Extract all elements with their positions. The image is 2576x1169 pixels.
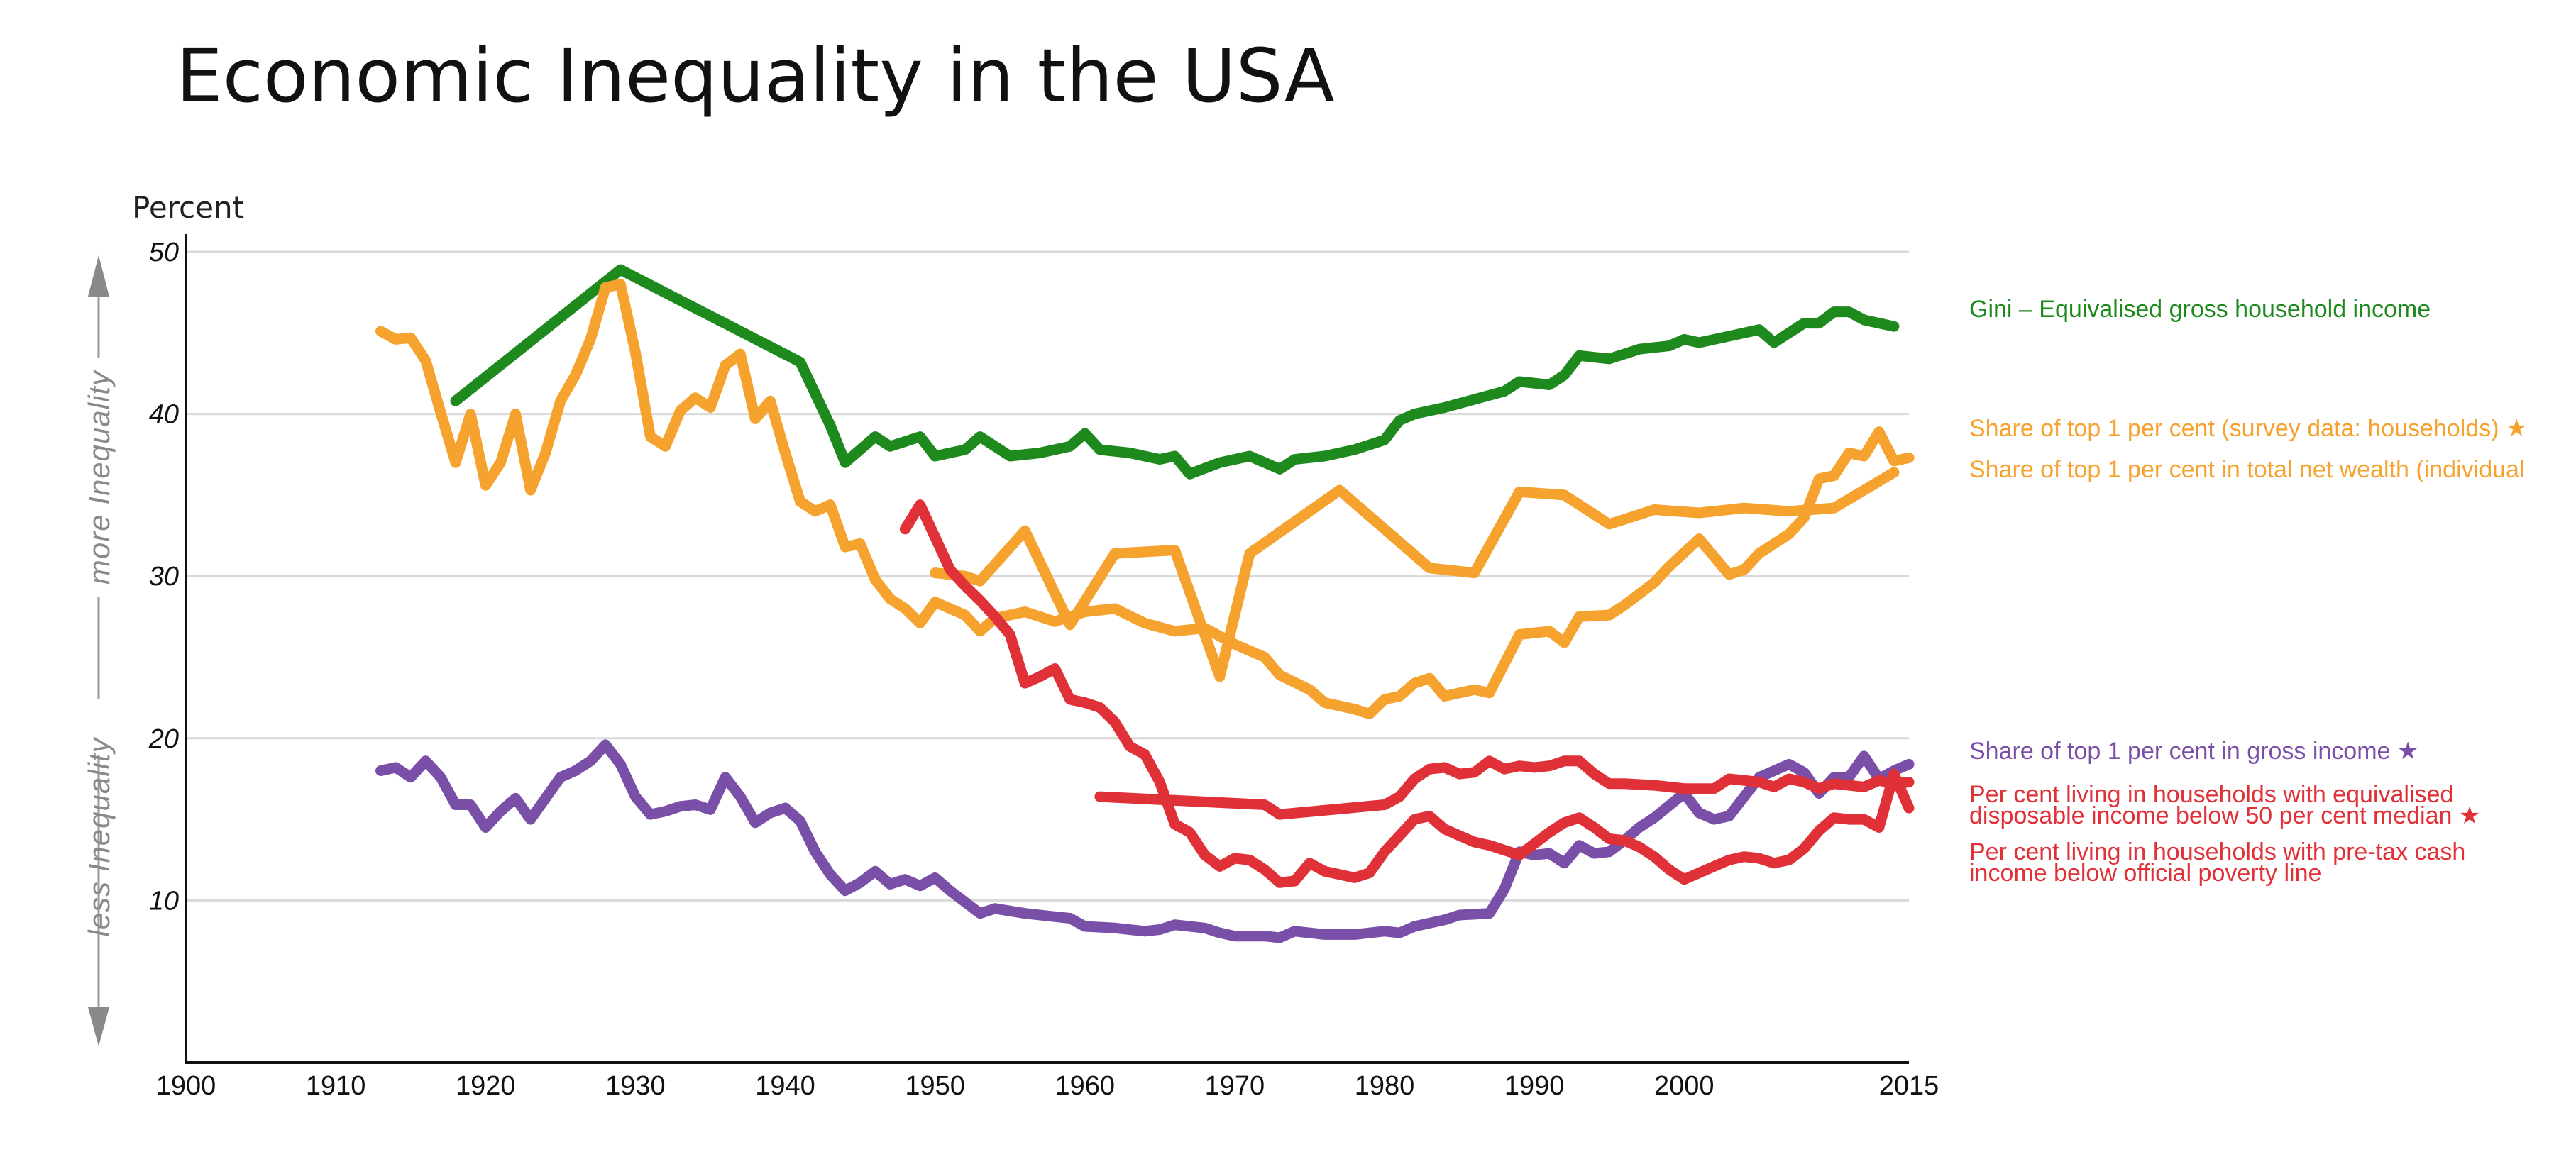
more-inequality-label: more Inequality [82,369,116,584]
x-tick-2015: 2015 [1879,1071,1939,1101]
less-inequality-label: less Inequality [82,736,116,936]
x-tick-1930: 1930 [605,1071,666,1101]
y-tick-20: 20 [148,724,179,754]
arrow-down-icon [88,1007,109,1046]
legend-entry-1: Gini – Equivalised gross household incom… [1969,296,2431,323]
x-tick-1900: 1900 [156,1071,216,1101]
y-axis-label: Percent [132,190,244,225]
y-tick-10: 10 [149,886,179,916]
legend-entry-3: Share of top 1 per cent in total net wea… [1969,456,2524,483]
x-tick-1970: 1970 [1205,1071,1265,1101]
y-tick-30: 30 [149,562,179,592]
series-lines [375,264,1915,943]
y-ticks: 10 20 30 40 50 [148,238,179,916]
x-tick-1910: 1910 [306,1071,366,1101]
x-ticks: 1900 1910 1920 1930 1940 1950 1960 1970 1980 1990… [156,1071,1939,1101]
series-line-4 [375,739,1915,943]
legend-entry-5: Per cent living in households with equiv… [1969,781,2480,829]
legend: Gini – Equivalised gross household incom… [1969,296,2527,887]
y-tick-40: 40 [149,400,179,430]
y-tick-50: 50 [149,238,179,267]
x-tick-1990: 1990 [1504,1071,1565,1101]
arrow-up-icon [88,255,109,297]
x-tick-1950: 1950 [905,1071,965,1101]
legend-entry-4: Share of top 1 per cent in gross income … [1969,738,2418,765]
chart-title: Economic Inequality in the USA [176,33,1335,119]
series-line-6 [899,499,1915,888]
legend-entry-6: Per cent living in households with pre-t… [1969,838,2465,887]
inequality-annotation: more Inequality less Inequality [82,255,116,1046]
legend-entry-2: Share of top 1 per cent (survey data: ho… [1969,415,2527,442]
x-tick-1940: 1940 [755,1071,815,1101]
x-tick-1920: 1920 [456,1071,516,1101]
x-tick-2000: 2000 [1654,1071,1714,1101]
series-line-5 [1094,755,1915,820]
x-tick-1960: 1960 [1055,1071,1116,1101]
x-tick-1980: 1980 [1355,1071,1415,1101]
series-line-3 [375,279,1915,719]
series-line-2 [930,467,1900,682]
series-line-1 [450,264,1900,480]
